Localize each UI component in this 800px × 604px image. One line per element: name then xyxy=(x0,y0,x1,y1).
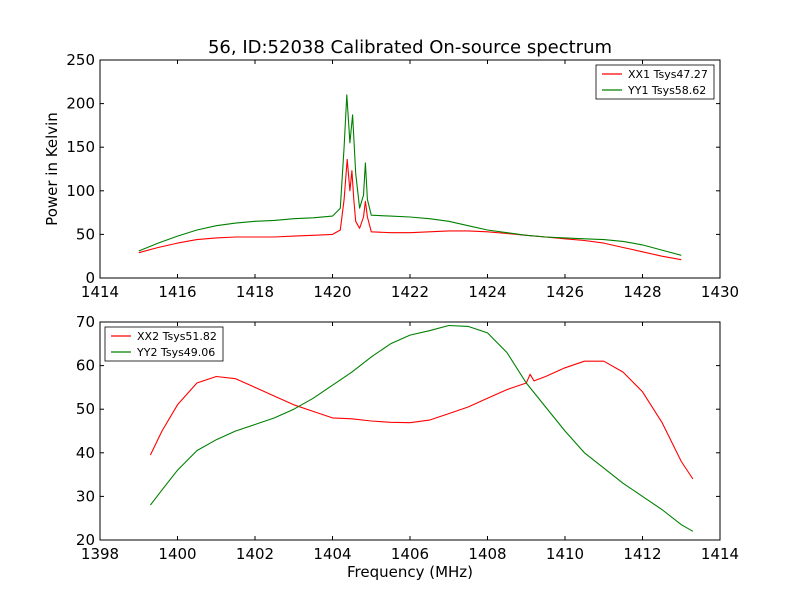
x-tick-label: 1410 xyxy=(546,545,584,563)
x-tick-label: 1418 xyxy=(236,283,274,301)
legend-box xyxy=(104,326,224,362)
chart-title: 56, ID:52038 Calibrated On-source spectr… xyxy=(208,37,612,58)
y-tick-label: 100 xyxy=(66,182,95,200)
x-tick-label: 1430 xyxy=(701,283,739,301)
y-tick-label: 250 xyxy=(66,51,95,69)
y-tick-label: 200 xyxy=(66,95,95,113)
x-tick-label: 1428 xyxy=(623,283,661,301)
legend-label-1: XX2 Tsys51.82 xyxy=(137,330,217,343)
top-panel: 1414 1416 1418 1420 1422 1424 1426 1428 1430 0 50 1… xyxy=(43,51,739,301)
x-tick-label: 1424 xyxy=(468,283,506,301)
x-tick-label: 1414 xyxy=(701,545,739,563)
x-tick-label: 1426 xyxy=(546,283,584,301)
x-tick-label: 1422 xyxy=(391,283,429,301)
y-tick-label: 50 xyxy=(76,400,95,418)
x-tick-label: 1402 xyxy=(236,545,274,563)
legend: XX2 Tsys51.82 YY2 Tsys49.06 xyxy=(104,326,224,362)
x-tick-label: 1420 xyxy=(313,283,351,301)
series-line-1 xyxy=(149,360,694,480)
series-line-1 xyxy=(138,158,682,261)
legend-box xyxy=(595,64,715,100)
x-tick-label: 1408 xyxy=(468,545,506,563)
x-tick-label: 1400 xyxy=(158,545,196,563)
x-tick-label: 1412 xyxy=(623,545,661,563)
x-tick-label: 1404 xyxy=(313,545,351,563)
x-tick-label: 1414 xyxy=(81,283,119,301)
bottom-panel: 1398 1400 1402 1404 1406 1408 1410 1412 1414 20 30… xyxy=(76,313,739,581)
x-tick-label: 1416 xyxy=(158,283,196,301)
series-line-2 xyxy=(149,324,694,532)
y-tick-label: 70 xyxy=(76,313,95,331)
legend: XX1 Tsys47.27 YY1 Tsys58.62 xyxy=(595,64,715,100)
y-tick-label: 40 xyxy=(76,444,95,462)
legend-label-2: YY1 Tsys58.62 xyxy=(627,84,706,97)
y-tick-label: 20 xyxy=(76,531,95,549)
x-tick-label: 1398 xyxy=(81,545,119,563)
series-line-2 xyxy=(138,94,682,256)
legend-label-1: XX1 Tsys47.27 xyxy=(628,68,708,81)
x-axis-title: Frequency (MHz) xyxy=(347,563,473,581)
y-tick-label: 50 xyxy=(76,225,95,243)
y-tick-label: 30 xyxy=(76,487,95,505)
y-axis-title: Power in Kelvin xyxy=(43,112,61,226)
y-tick-label: 60 xyxy=(76,357,95,375)
legend-label-2: YY2 Tsys49.06 xyxy=(136,346,215,359)
y-tick-label: 0 xyxy=(85,269,95,287)
y-tick-label: 150 xyxy=(66,138,95,156)
x-tick-label: 1406 xyxy=(391,545,429,563)
